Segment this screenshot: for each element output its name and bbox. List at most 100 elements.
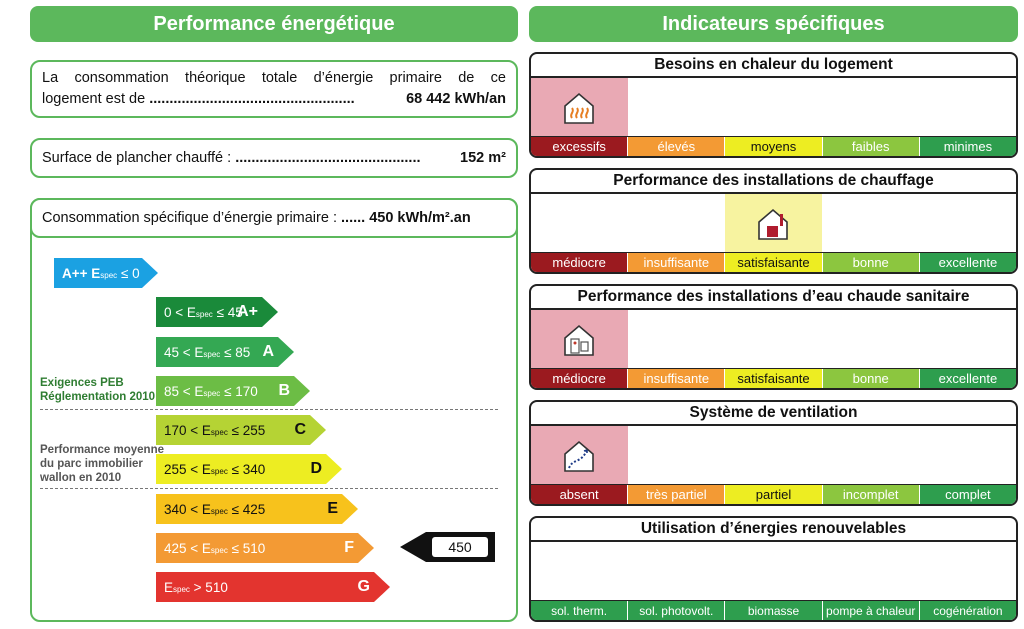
range-prefix: 170 < E bbox=[164, 422, 211, 438]
selected-level-highlight bbox=[725, 194, 822, 252]
indicator-panel: Performance des installations d’eau chau… bbox=[529, 284, 1018, 390]
indicator-level: sol. therm. bbox=[531, 601, 629, 620]
indicator-panel: Système de ventilation absent très partiel… bbox=[529, 400, 1018, 506]
indicator-body bbox=[531, 426, 1016, 484]
range-suffix: ≤ 45 bbox=[212, 304, 243, 320]
range-sub: spec bbox=[210, 506, 228, 516]
indicator-body bbox=[531, 78, 1016, 136]
heating-need-icon bbox=[561, 90, 597, 126]
hot-water-icon bbox=[561, 322, 597, 358]
indicator-body bbox=[531, 194, 1016, 252]
energy-class-range: A++ Espec ≤ 0 bbox=[62, 266, 140, 281]
energy-class-range: 425 < Espec ≤ 510 bbox=[164, 541, 265, 556]
energy-class-range: 170 < Espec ≤ 255 bbox=[164, 423, 265, 438]
range-prefix: A++ E bbox=[62, 265, 101, 281]
range-prefix: 0 < E bbox=[164, 304, 196, 320]
indicator-panel: Utilisation d’énergies renouvelables sol.… bbox=[529, 516, 1018, 622]
indicator-level: médiocre bbox=[531, 253, 629, 272]
indicator-scale: sol. therm. sol. photovolt. biomasse pompe … bbox=[531, 600, 1016, 620]
range-sub: spec bbox=[203, 349, 221, 359]
indicator-title: Performance des installations de chauffa… bbox=[531, 170, 1016, 194]
surface-value: 152 m² bbox=[460, 150, 506, 166]
indicator-level: bonne bbox=[822, 253, 920, 272]
heating-installation-icon bbox=[755, 206, 791, 242]
indicator-level: incomplet bbox=[822, 485, 920, 504]
indicator-level: bonne bbox=[822, 369, 920, 388]
indicator-level: excellente bbox=[919, 369, 1016, 388]
energy-class-range: 45 < Espec ≤ 85 bbox=[164, 345, 250, 360]
range-suffix: ≤ 510 bbox=[227, 540, 266, 556]
energy-class-arrow: 85 < Espec ≤ 170 B bbox=[156, 376, 310, 406]
energy-class-arrow: A++ Espec ≤ 0 bbox=[54, 258, 158, 288]
energy-class-arrow: Espec > 510 G bbox=[156, 572, 390, 602]
average-performance-label: Performance moyenne du parc immobilier w… bbox=[40, 443, 164, 485]
selected-level-highlight bbox=[531, 78, 628, 136]
indicator-level: cogénération bbox=[919, 601, 1016, 620]
indicator-scale: médiocre insuffisante satisfaisante bonne ex… bbox=[531, 252, 1016, 272]
peb-label-line2: Réglementation 2010 bbox=[40, 391, 156, 403]
left-header: Performance énergétique bbox=[30, 6, 518, 42]
range-sub: spec bbox=[203, 388, 221, 398]
energy-class-range: 340 < Espec ≤ 425 bbox=[164, 502, 265, 517]
indicator-title: Performance des installations d’eau chau… bbox=[531, 286, 1016, 310]
indicator-level: médiocre bbox=[531, 369, 629, 388]
energy-class-arrow: 45 < Espec ≤ 85 A bbox=[156, 337, 294, 367]
specific-dots: ...... bbox=[341, 210, 366, 226]
consumption-line1: La consommation théorique totale d’énerg… bbox=[42, 70, 506, 86]
indicator-level: élevés bbox=[628, 137, 726, 156]
range-suffix: ≤ 85 bbox=[220, 344, 251, 360]
specific-value: 450 kWh/m².an bbox=[369, 210, 471, 226]
energy-class-letter: D bbox=[310, 460, 322, 477]
indicator-level: moyens bbox=[725, 137, 823, 156]
indicator-level: absent bbox=[531, 485, 629, 504]
average-divider bbox=[40, 488, 498, 489]
specific-consumption-box: Consommation spécifique d’énergie primai… bbox=[30, 198, 518, 238]
range-sub: spec bbox=[210, 545, 228, 555]
indicator-scale: médiocre insuffisante satisfaisante bonne ex… bbox=[531, 368, 1016, 388]
consumption-dots: ........................................… bbox=[149, 91, 355, 107]
range-prefix: 255 < E bbox=[164, 461, 211, 477]
energy-class-letter: G bbox=[357, 578, 370, 595]
range-suffix: ≤ 170 bbox=[220, 383, 258, 399]
energy-class-letter: B bbox=[278, 382, 290, 399]
indicator-title: Système de ventilation bbox=[531, 402, 1016, 426]
indicator-level: minimes bbox=[919, 137, 1016, 156]
indicator-scale: excessifs élevés moyens faibles minimes bbox=[531, 136, 1016, 156]
perf-label-line1: Performance moyenne bbox=[40, 444, 164, 456]
energy-class-range: Espec > 510 bbox=[164, 580, 228, 595]
indicator-panel: Performance des installations de chauffa… bbox=[529, 168, 1018, 274]
selected-level-highlight bbox=[531, 426, 628, 484]
range-suffix: ≤ 255 bbox=[227, 422, 266, 438]
range-prefix: 340 < E bbox=[164, 501, 211, 517]
range-prefix: 45 < E bbox=[164, 344, 204, 360]
energy-class-arrow: 255 < Espec ≤ 340 D bbox=[156, 454, 342, 484]
range-sub: spec bbox=[210, 466, 228, 476]
energy-class-arrow: 170 < Espec ≤ 255 C bbox=[156, 415, 326, 445]
perf-label-line3: wallon en 2010 bbox=[40, 472, 122, 484]
range-prefix: E bbox=[164, 579, 174, 595]
range-sub: spec bbox=[195, 309, 213, 319]
energy-class-letter: F bbox=[344, 539, 354, 556]
indicator-title: Utilisation d’énergies renouvelables bbox=[531, 518, 1016, 542]
pointer-value: 450 bbox=[432, 537, 488, 557]
indicator-level: satisfaisante bbox=[725, 253, 823, 272]
range-prefix: 425 < E bbox=[164, 540, 211, 556]
surface-dots: ........................................… bbox=[235, 150, 421, 166]
peb-label-line1: Exigences PEB bbox=[40, 377, 124, 389]
energy-class-range: 255 < Espec ≤ 340 bbox=[164, 462, 265, 477]
energy-class-letter: A+ bbox=[237, 303, 258, 320]
surface-label: Surface de plancher chauffé : bbox=[42, 150, 236, 166]
indicator-level: excellente bbox=[919, 253, 1016, 272]
range-suffix: ≤ 425 bbox=[227, 501, 266, 517]
indicator-level: excessifs bbox=[531, 137, 629, 156]
indicator-panel: Besoins en chaleur du logement excessifs é… bbox=[529, 52, 1018, 158]
indicator-level: partiel bbox=[725, 485, 823, 504]
indicator-level: faibles bbox=[822, 137, 920, 156]
energy-class-arrow: 340 < Espec ≤ 425 E bbox=[156, 494, 358, 524]
consumption-line2: logement est de ........................… bbox=[42, 89, 506, 110]
indicator-level: insuffisante bbox=[628, 369, 726, 388]
consumption-value: 68 442 kWh/an bbox=[406, 91, 506, 107]
surface-box: Surface de plancher chauffé : ..........… bbox=[30, 138, 518, 178]
range-sub: spec bbox=[173, 584, 190, 594]
perf-label-line2: du parc immobilier bbox=[40, 458, 143, 470]
